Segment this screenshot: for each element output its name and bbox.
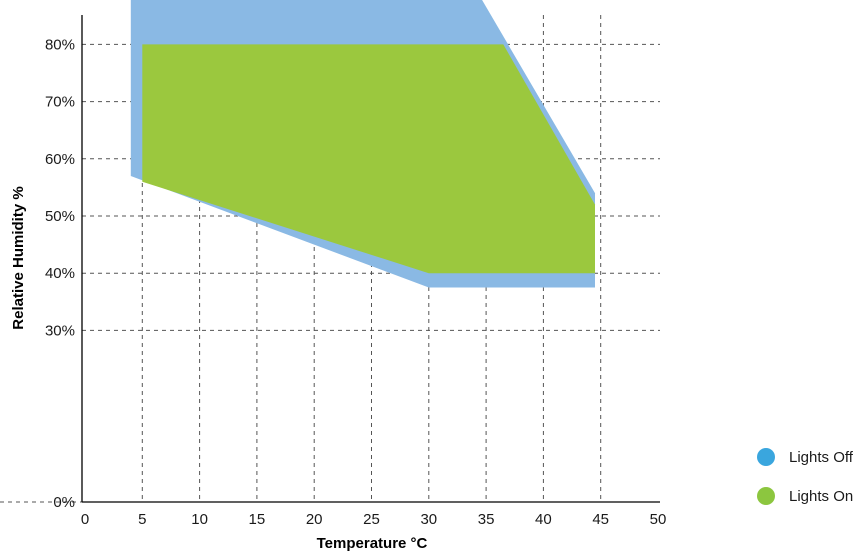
legend-marker-lights-off <box>757 448 775 466</box>
legend-label-lights-off: Lights Off <box>789 449 854 466</box>
y-tick-label: 70% <box>45 94 75 111</box>
x-tick-label: 0 <box>81 511 89 528</box>
x-tick-label: 40 <box>535 511 552 528</box>
y-tick-labels: 0%30%40%50%60%70%80%90%100% <box>45 36 75 511</box>
x-tick-label: 5 <box>138 511 146 528</box>
x-tick-labels: 0 5 10 15 20 25 30 35 40 45 50 <box>81 511 667 528</box>
x-tick-label: 45 <box>592 511 609 528</box>
x-tick-label: 20 <box>306 511 323 528</box>
y-tick-label: 60% <box>45 151 75 168</box>
x-tick-label: 25 <box>363 511 380 528</box>
legend-label-lights-on: Lights On <box>789 488 853 505</box>
y-tick-label: 80% <box>45 36 75 53</box>
y-tick-label: 40% <box>45 265 75 282</box>
x-tick-label: 50 <box>650 511 667 528</box>
x-tick-label: 30 <box>420 511 437 528</box>
y-tick-label: 0% <box>53 494 75 511</box>
legend: Lights Off Lights On <box>757 448 854 505</box>
x-tick-label: 35 <box>478 511 495 528</box>
series-areas <box>130 0 596 288</box>
y-axis-title: Relative Humidity % <box>10 186 27 329</box>
x-axis-title: Temperature °C <box>317 535 428 552</box>
x-tick-label: 10 <box>191 511 208 528</box>
axes <box>81 15 660 503</box>
y-tick-label: 50% <box>45 208 75 225</box>
y-tick-label: 30% <box>45 322 75 339</box>
x-tick-label: 15 <box>249 511 266 528</box>
area-lights-on <box>142 44 596 274</box>
legend-marker-lights-on <box>757 487 775 505</box>
